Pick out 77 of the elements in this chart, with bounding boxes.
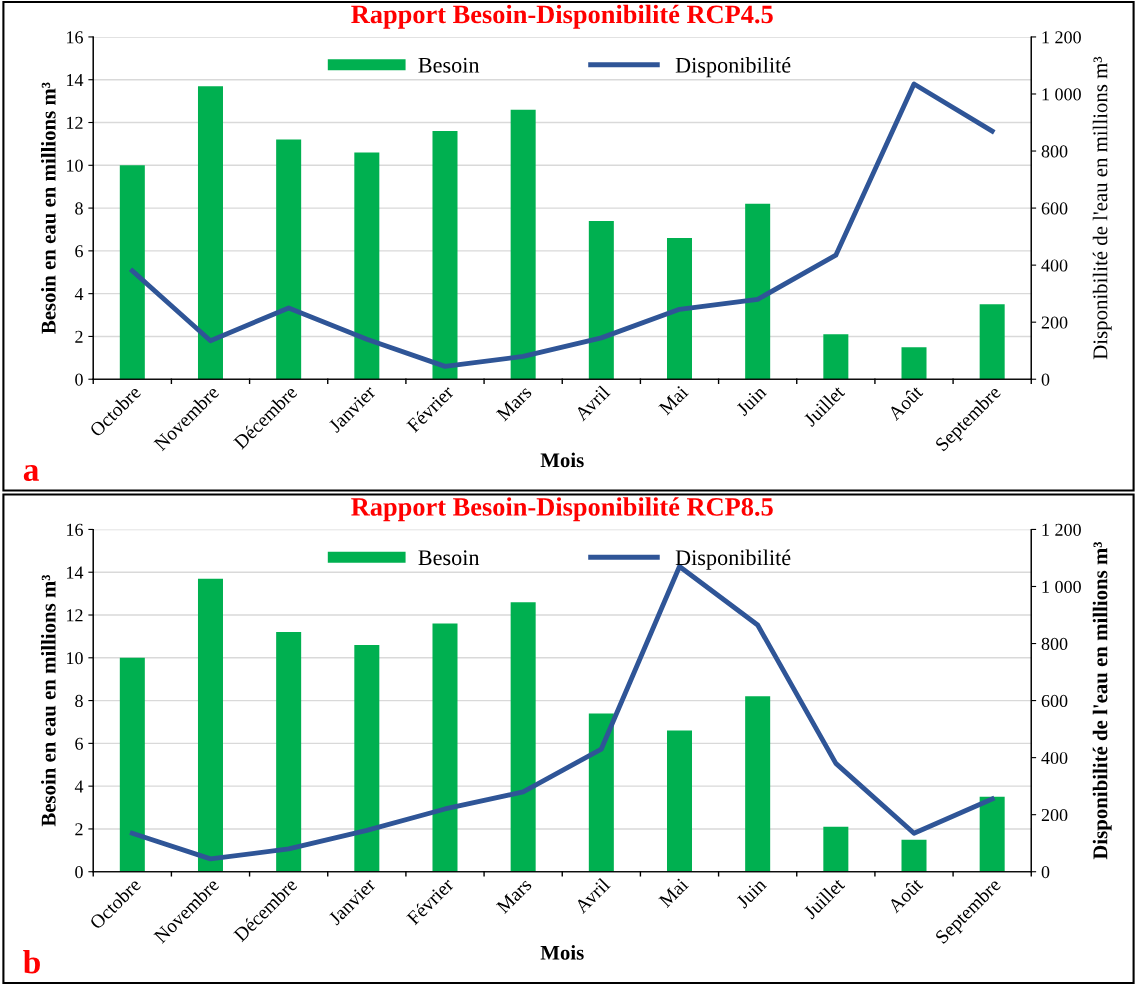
x-tick-label: Mars — [495, 877, 533, 915]
y-axis-title: Besoin en eau en millions m³ — [41, 574, 56, 827]
y-tick-label: 14 — [67, 566, 84, 579]
bar — [510, 109, 536, 380]
y2-tick-label: 1 200 — [1042, 31, 1081, 44]
x-tick-label: Juin — [735, 877, 768, 909]
bar — [197, 86, 223, 380]
bar — [119, 657, 145, 872]
y2-tick-label: 600 — [1041, 694, 1068, 708]
x-tick-label: Juin — [735, 384, 768, 417]
y-tick-label: 14 — [67, 74, 84, 86]
y2-tick-label: 800 — [1041, 637, 1068, 650]
y-tick-label: 0 — [75, 373, 83, 386]
y-tick-label: 4 — [74, 780, 84, 793]
chart-title: Rapport Besoin-Disponibilité RCP4.5 — [351, 4, 773, 29]
chart-title: Rapport Besoin-Disponibilité RCP8.5 — [351, 497, 773, 522]
x-tick-label: Août — [886, 384, 924, 422]
y2-tick-label: 600 — [1041, 202, 1068, 215]
bar — [432, 131, 458, 380]
line-series — [129, 81, 995, 369]
y-tick-label: 4 — [74, 288, 84, 300]
y2-tick-label: 0 — [1041, 865, 1050, 879]
bar — [745, 203, 771, 380]
bar — [979, 304, 1005, 380]
bar — [901, 347, 927, 380]
bar — [276, 632, 302, 872]
y2-axis-title: Disponibilité de l'eau en millions m³ — [1092, 56, 1112, 360]
y-axis-title: Besoin en eau en millions m³ — [41, 82, 56, 334]
legend-label: Disponibilité — [675, 549, 791, 570]
y2-tick-label: 800 — [1041, 145, 1068, 158]
y-tick-label: 16 — [67, 523, 83, 536]
y-tick-label: 8 — [75, 694, 83, 708]
y-tick-label: 8 — [75, 202, 83, 215]
y-tick-label: 12 — [67, 116, 83, 129]
y2-tick-label: 200 — [1041, 808, 1068, 822]
y2-tick-label: 0 — [1041, 373, 1050, 386]
bar — [745, 696, 771, 872]
bar — [588, 220, 614, 380]
bar — [432, 623, 458, 872]
y-tick-label: 10 — [67, 652, 83, 665]
bar — [510, 602, 536, 872]
bar — [588, 713, 614, 872]
y2-tick-label: 1 000 — [1042, 580, 1081, 593]
x-tick-label: Mai — [658, 877, 689, 909]
legend-label: Besoin — [418, 57, 480, 73]
x-tick-label: Mai — [658, 384, 689, 416]
bar — [901, 839, 927, 872]
y2-tick-label: 400 — [1041, 259, 1068, 272]
y-tick-label: 12 — [67, 609, 83, 622]
y-tick-label: 16 — [67, 31, 83, 44]
legend-label: Besoin — [418, 550, 480, 566]
y2-tick-label: 400 — [1041, 751, 1068, 765]
y-tick-label: 10 — [67, 159, 83, 172]
y-tick-label: 0 — [75, 865, 83, 879]
text: a — [23, 465, 39, 482]
x-axis-title: Mois — [540, 945, 584, 960]
bar — [354, 152, 380, 380]
y2-tick-label: 1 000 — [1042, 88, 1081, 101]
y2-axis-title: Disponibilité de l'eau en millions m³ — [1092, 541, 1112, 860]
bar — [197, 578, 223, 872]
bar — [823, 334, 849, 380]
x-axis-title: Mois — [540, 452, 584, 468]
y-tick-label: 6 — [75, 737, 83, 750]
text: b — [23, 950, 40, 974]
y-tick-label: 2 — [75, 330, 83, 343]
bar — [823, 826, 849, 872]
legend-label: Disponibilité — [675, 57, 791, 78]
bar — [354, 644, 380, 872]
bar — [666, 238, 693, 380]
bar — [119, 165, 145, 380]
bar — [276, 139, 302, 380]
y-tick-label: 2 — [75, 823, 83, 836]
y-tick-label: 6 — [75, 245, 83, 258]
y2-tick-label: 200 — [1041, 316, 1068, 329]
bar — [666, 730, 693, 872]
bar — [979, 796, 1005, 872]
y2-tick-label: 1 200 — [1042, 523, 1081, 536]
